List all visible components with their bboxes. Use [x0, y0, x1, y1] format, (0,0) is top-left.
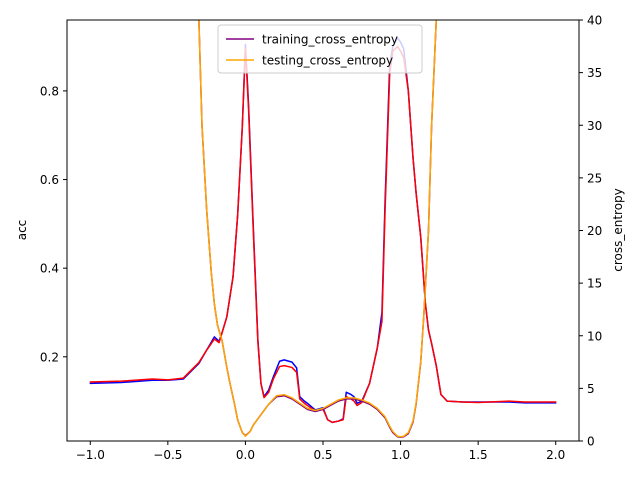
series-layer [89, 20, 557, 439]
x-tick-label: 1.0 [391, 448, 410, 462]
legend-label-training: training_cross_entropy [262, 33, 398, 47]
left-y-tick-label: 0.8 [40, 84, 59, 98]
x-tick-label: −0.5 [153, 448, 182, 462]
right-y-tick-label: 10 [587, 329, 602, 343]
right-y-tick-label: 30 [587, 119, 602, 133]
x-tick-label: 0.5 [313, 448, 332, 462]
x-tick-label: 2.0 [546, 448, 565, 462]
left-y-axis-label: acc [15, 220, 29, 241]
right-y-axis-label: cross_entropy [611, 188, 625, 272]
x-tick-label: 1.5 [469, 448, 488, 462]
left-y-tick-label: 0.4 [40, 262, 59, 276]
x-tick-label: 0.0 [236, 448, 255, 462]
legend-box [217, 24, 423, 74]
left-y-tick-label: 0.2 [40, 350, 59, 364]
right-y-tick-label: 40 [587, 14, 602, 28]
right-y-tick-label: 5 [587, 382, 595, 396]
series-line-1 [89, 45, 557, 424]
right-y-tick-label: 25 [587, 171, 602, 185]
legend: training_cross_entropy testing_cross_ent… [217, 24, 423, 74]
right-y-tick-label: 35 [587, 66, 602, 80]
left-y-tick-label: 0.6 [40, 173, 59, 187]
right-y-tick-label: 15 [587, 277, 602, 291]
x-axis: −1.0 −0.5 0.0 0.5 1.0 1.5 2.0 [76, 441, 565, 462]
right-y-axis: 0 5 10 15 20 25 30 35 40 [579, 14, 602, 449]
left-y-axis: 0.2 0.4 0.6 0.8 [40, 84, 67, 364]
legend-label-testing: testing_cross_entropy [262, 54, 393, 68]
right-y-tick-label: 20 [587, 224, 602, 238]
series-line-testing_cross_entropy [198, 20, 438, 438]
x-tick-label: −1.0 [76, 448, 105, 462]
right-y-tick-label: 0 [587, 435, 595, 449]
